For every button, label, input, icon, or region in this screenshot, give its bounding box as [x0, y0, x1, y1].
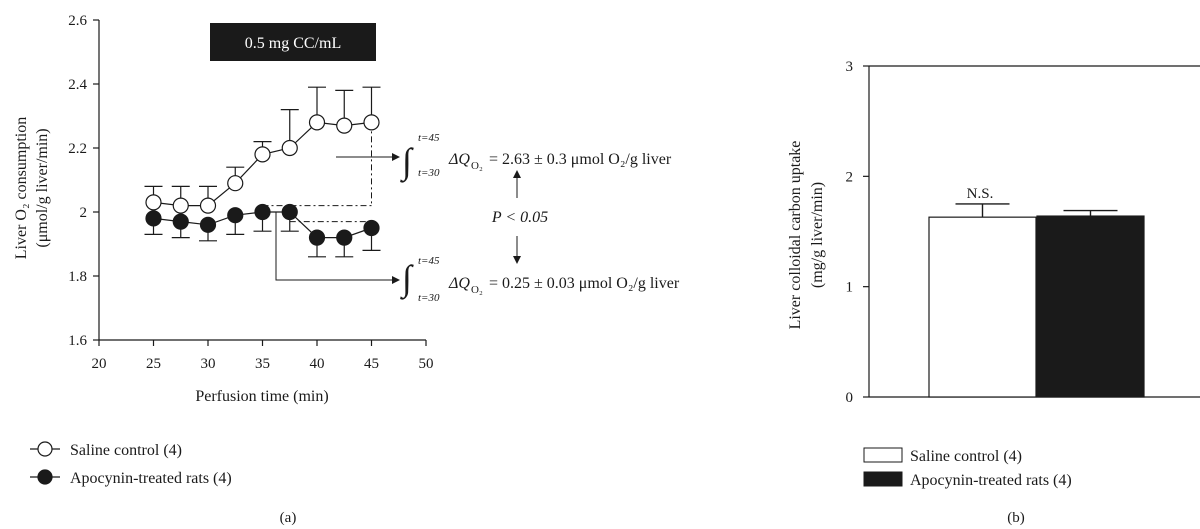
- b-y-tick-label: 3: [846, 59, 854, 75]
- x-tick-label: 40: [310, 356, 325, 372]
- b-y-tick-label: 0: [846, 390, 854, 406]
- integral-sign-2: ∫: [400, 258, 414, 300]
- panel-a: 20 25 30 35 40 45 50 1.6 1.8 2 2.2 2.4 2.6 0.5 mg C…: [13, 13, 680, 526]
- data-point-saline: [172, 197, 189, 214]
- data-point-apocynin: [281, 203, 298, 221]
- y-tick-label: 2: [80, 205, 88, 221]
- x-tick-label: 35: [255, 356, 270, 372]
- apocynin-result: = 0.25 ± 0.03 μmol O₂/g liver: [489, 275, 680, 292]
- y-axis-label-line1: Liver O₂ consumption: [13, 117, 30, 259]
- legend-saline-label: Saline control (4): [70, 442, 182, 459]
- ns-annotation: N.S.: [967, 186, 994, 202]
- data-point-apocynin: [199, 216, 217, 233]
- x-tick-label: 25: [146, 356, 161, 372]
- delta-q-sub: O₂: [471, 160, 483, 172]
- arrow-saline-head: [392, 153, 400, 161]
- legend-saline-marker: [37, 441, 53, 457]
- panel-b-bars: [928, 203, 1145, 398]
- x-tick-label: 20: [92, 356, 107, 372]
- integral-lower-limit: t=30: [418, 167, 440, 179]
- x-tick-label: 50: [419, 356, 434, 372]
- x-tick-label: 45: [364, 356, 379, 372]
- data-point-apocynin: [363, 219, 380, 237]
- arrow-apocynin: [275, 212, 396, 281]
- x-axis-label: Perfusion time (min): [195, 388, 328, 405]
- legend-b-saline-label: Saline control (4): [910, 448, 1022, 465]
- concentration-box: [210, 23, 376, 61]
- data-point-apocynin: [145, 210, 162, 227]
- panel-a-label: (a): [280, 510, 297, 526]
- b-y-tick-label: 1: [846, 280, 854, 296]
- integral-sign: ∫: [400, 141, 414, 183]
- data-point-saline: [145, 194, 162, 211]
- data-point-saline: [254, 146, 271, 163]
- arrow-apocynin-head: [392, 276, 400, 284]
- data-point-apocynin: [308, 229, 326, 246]
- y-tick-label: 1.6: [68, 333, 87, 349]
- b-y-tick-label: 2: [846, 169, 854, 185]
- arrow-down-head: [513, 256, 521, 264]
- legend-saline-swatch: [863, 447, 903, 463]
- legend-apocynin-label: Apocynin-treated rats (4): [70, 470, 232, 487]
- data-point-saline: [199, 197, 217, 214]
- data-point-apocynin: [336, 229, 353, 246]
- data-point-saline: [281, 139, 298, 157]
- data-point-apocynin: [254, 203, 271, 221]
- arrow-up-head: [513, 170, 521, 178]
- equation-lower: ∫ t=45 t=30 ΔQ O₂ = 0.25 ± 0.03 μmol O₂/…: [400, 255, 680, 304]
- integral-lower-limit-2: t=30: [418, 292, 440, 304]
- annotation-arrows: [275, 153, 521, 284]
- equation-upper: ∫ t=45 t=30 ΔQ O₂ = 2.63 ± 0.3 μmol O₂/g…: [400, 132, 672, 183]
- data-point-apocynin: [227, 207, 244, 224]
- data-point-saline: [336, 117, 353, 134]
- legend-apocynin-marker: [37, 469, 53, 485]
- panel-a-guides: [262, 122, 372, 223]
- data-point-apocynin: [172, 213, 189, 230]
- y-tick-label: 1.8: [68, 269, 87, 285]
- delta-q-2: ΔQ: [448, 275, 470, 292]
- panel-b: 0 1 2 3 Liver colloidal carbon uptake (mg/g…: [787, 59, 1200, 526]
- series-line: [153, 121, 372, 207]
- panel-a-y-ticks: 1.6 1.8 2 2.2 2.4 2.6: [68, 13, 99, 349]
- panel-a-x-ticks: 20 25 30 35 40 45 50: [92, 340, 434, 372]
- integral-upper-limit-2: t=45: [418, 255, 440, 267]
- bar-saline-control: [928, 216, 1037, 398]
- legend-b-apocynin-label: Apocynin-treated rats (4): [910, 472, 1072, 489]
- delta-q: ΔQ: [448, 151, 470, 168]
- y-tick-label: 2.2: [68, 141, 87, 157]
- legend-a: Saline control (4) Apocynin-treated rats…: [30, 441, 232, 487]
- integral-upper-limit: t=45: [418, 132, 440, 144]
- data-point-saline: [308, 114, 326, 131]
- p-value: P < 0.05: [491, 209, 548, 226]
- legend-b: Saline control (4) Apocynin-treated rats…: [863, 447, 1072, 489]
- saline-result: = 2.63 ± 0.3 μmol O₂/g liver: [489, 151, 672, 168]
- y-axis-label-line2: (μmol/g liver/min): [34, 128, 51, 247]
- y-tick-label: 2.4: [68, 77, 87, 93]
- y-tick-label: 2.6: [68, 13, 87, 29]
- panel-b-y-ticks: 0 1 2 3: [846, 59, 869, 406]
- data-point-saline: [227, 175, 244, 192]
- b-y-axis-label-line2: (mg/g liver/min): [809, 182, 826, 288]
- panel-a-axes: [98, 20, 426, 341]
- bar-apocynin-treated: [1036, 215, 1145, 398]
- legend-apocynin-swatch: [863, 471, 903, 487]
- delta-q-sub-2: O₂: [471, 284, 483, 296]
- b-y-axis-label-line1: Liver colloidal carbon uptake: [787, 141, 804, 330]
- panel-a-series: [144, 86, 381, 258]
- concentration-label: 0.5 mg CC/mL: [245, 35, 341, 52]
- data-point-saline: [363, 114, 380, 131]
- panel-b-label: (b): [1007, 510, 1025, 526]
- x-tick-label: 30: [201, 356, 216, 372]
